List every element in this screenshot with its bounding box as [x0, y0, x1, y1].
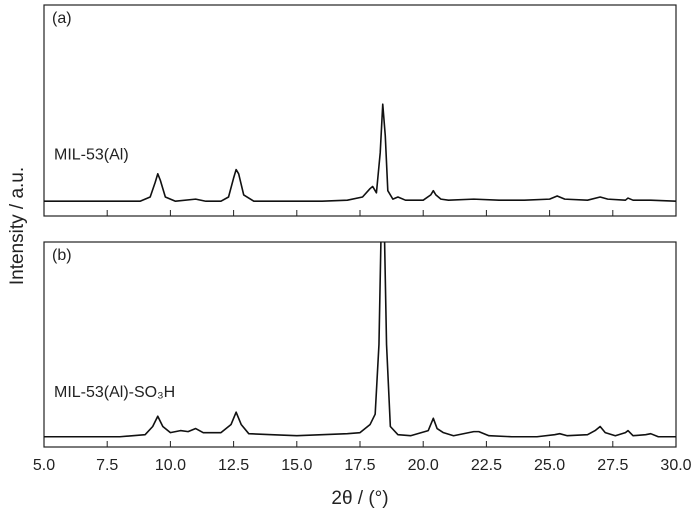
- x-tick-label: 17.5: [344, 457, 375, 474]
- xrd-trace: [44, 103, 676, 203]
- x-tick-label: 10.0: [155, 457, 186, 474]
- plot-frame: [43, 241, 677, 448]
- x-tick-label: 30.0: [660, 457, 691, 474]
- x-tick-label: 22.5: [471, 457, 502, 474]
- series-label: MIL-53(Al)-SO₃H: [54, 384, 175, 401]
- plot-frame: [43, 4, 677, 217]
- xrd-trace: [44, 242, 676, 438]
- x-tick-label: 5.0: [33, 457, 55, 474]
- panel-label: (a): [52, 10, 72, 27]
- x-tick-label: 25.0: [534, 457, 565, 474]
- x-axis-label: 2θ / (°): [331, 488, 388, 509]
- x-tick-label: 7.5: [96, 457, 118, 474]
- x-tick-label: 27.5: [597, 457, 628, 474]
- x-tick-label: 12.5: [218, 457, 249, 474]
- series-label: MIL-53(Al): [54, 146, 129, 163]
- y-axis-label: Intensity / a.u.: [7, 167, 28, 285]
- panel-label: (b): [52, 247, 72, 264]
- x-tick-label: 15.0: [281, 457, 312, 474]
- x-tick-label: 20.0: [408, 457, 439, 474]
